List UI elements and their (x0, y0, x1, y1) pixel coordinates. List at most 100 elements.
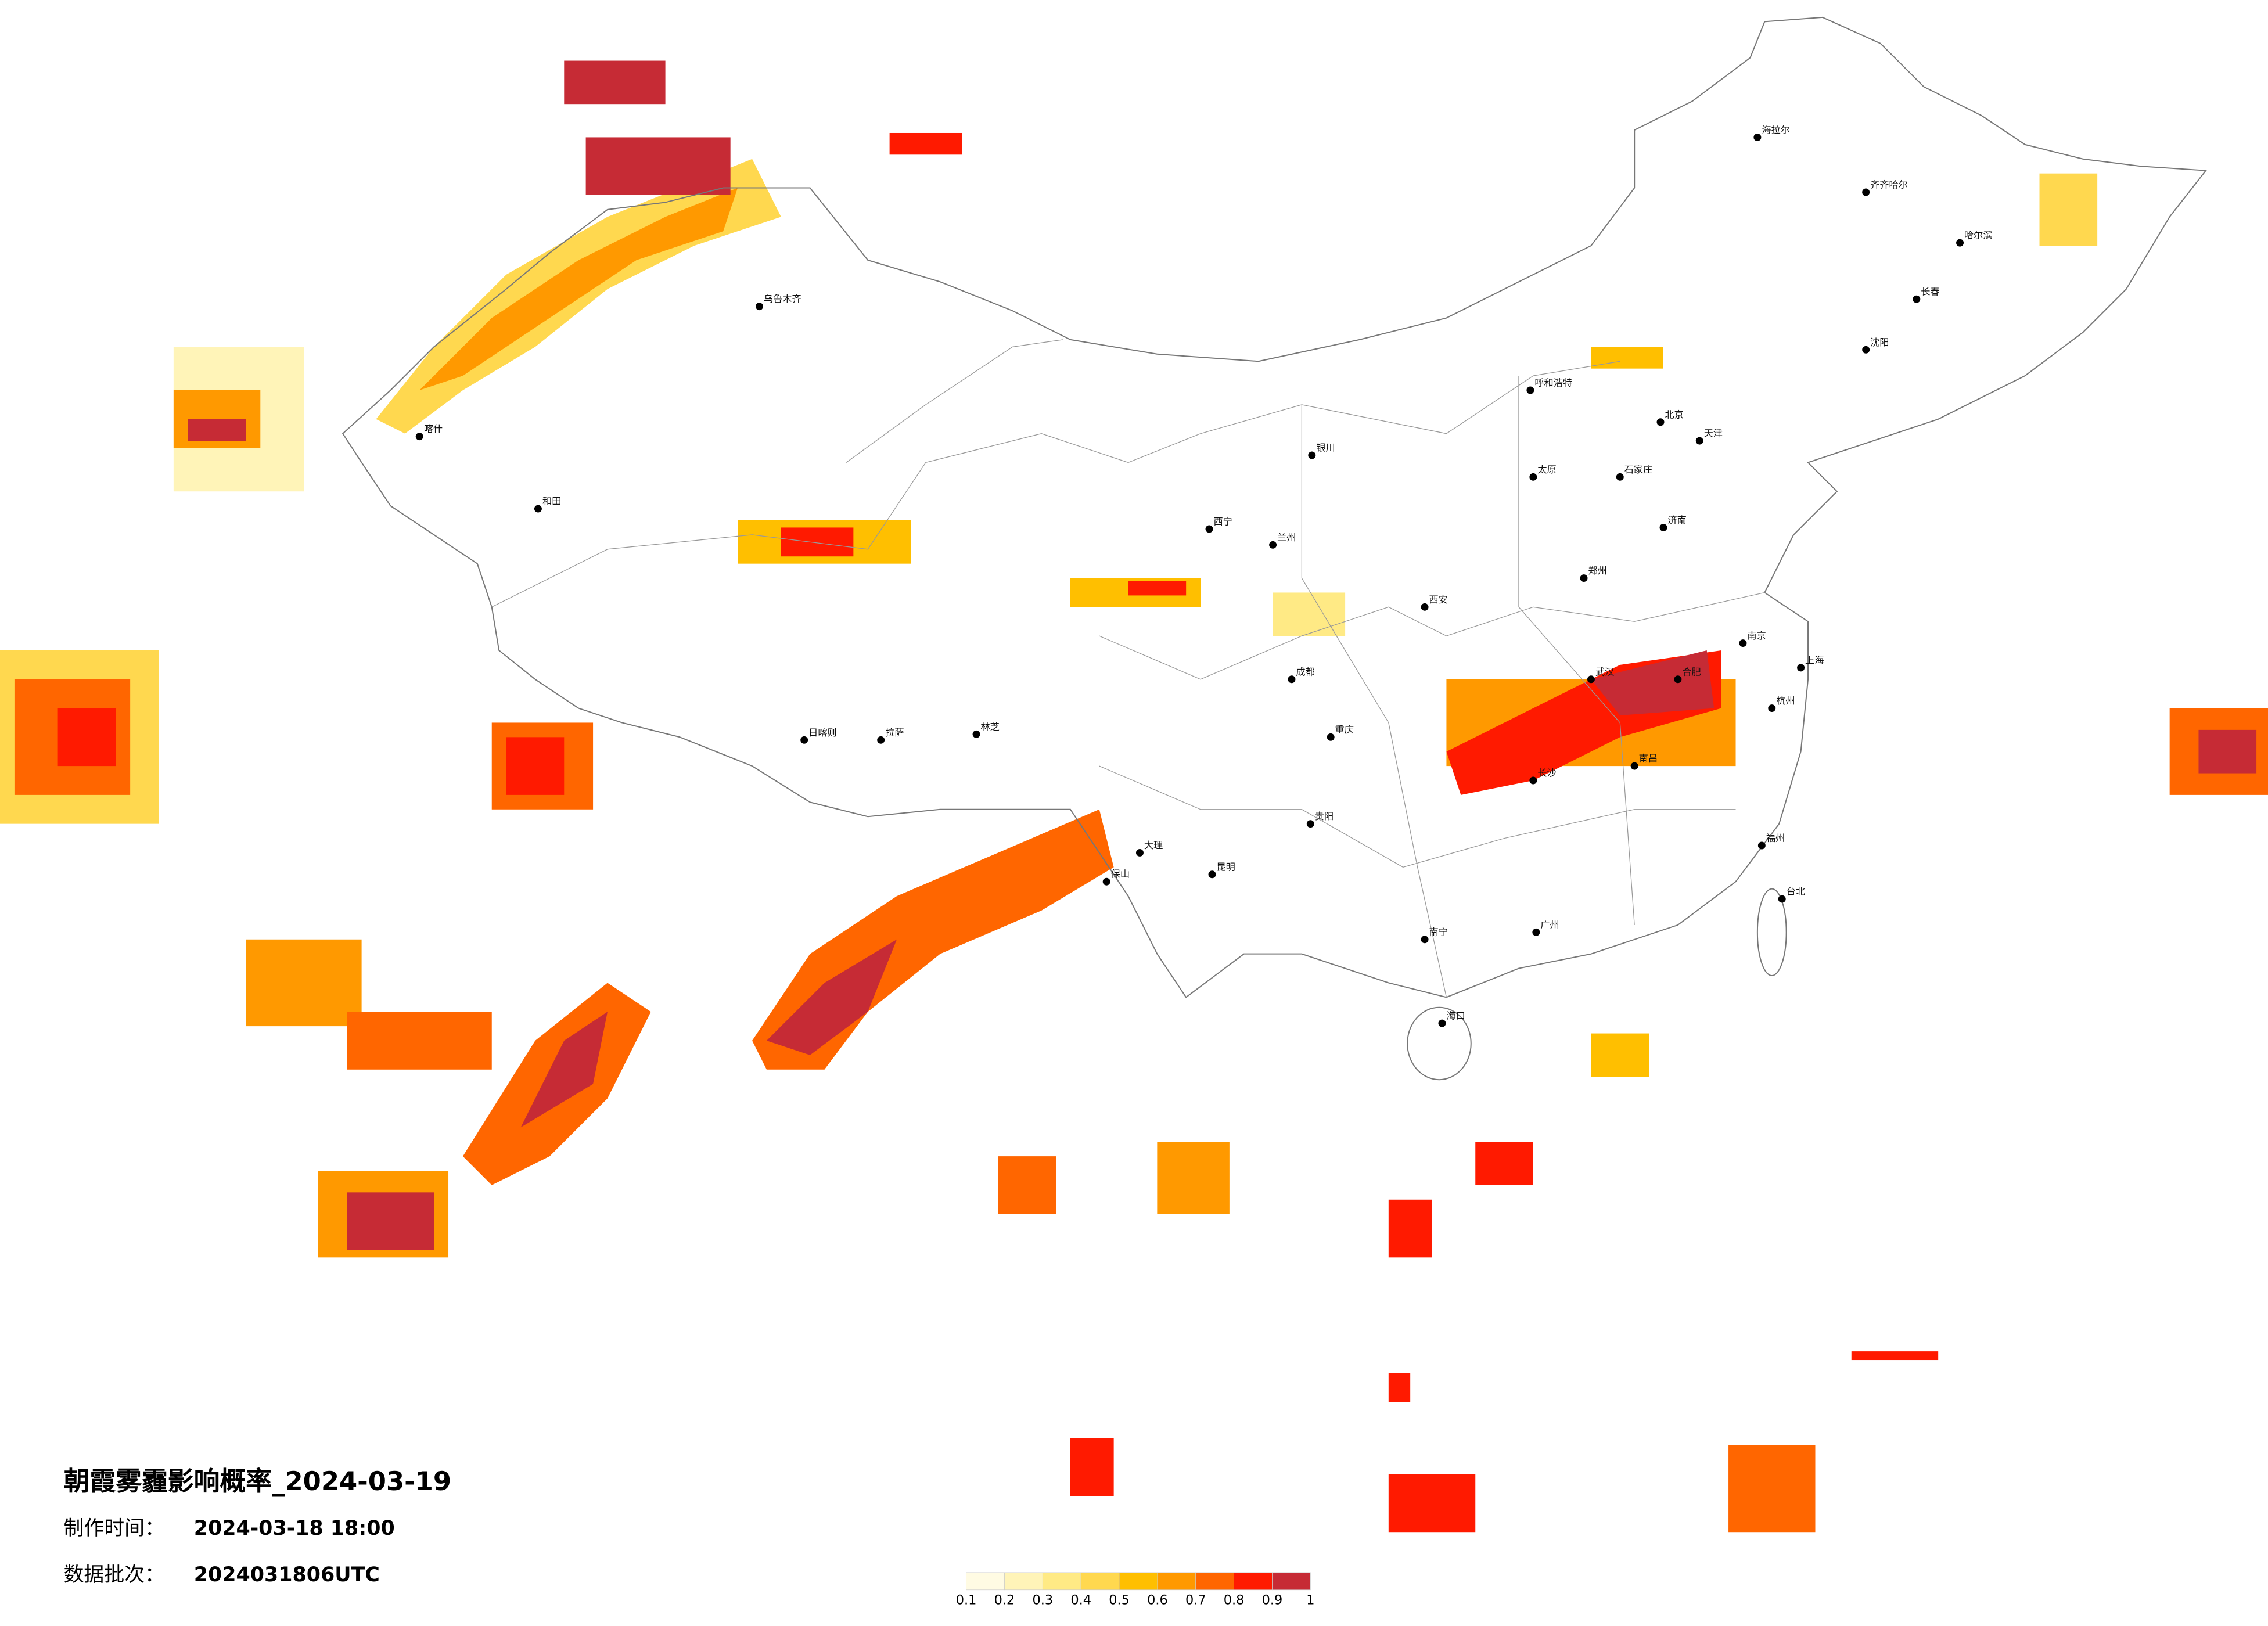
production-label: 制作时间： (64, 1517, 165, 1540)
city-label: 长春 (1921, 286, 1939, 297)
city-dot (1421, 603, 1429, 611)
city-dot (1674, 675, 1682, 684)
city-dot (1288, 675, 1296, 684)
city-label: 海口 (1446, 1010, 1465, 1021)
city-label: 林芝 (981, 721, 1000, 732)
city-label: 大理 (1144, 840, 1163, 851)
city-dot (1913, 295, 1921, 303)
colorbar-tick-label: 0.8 (1224, 1593, 1245, 1608)
city-dot (1205, 525, 1213, 533)
city-label: 和田 (542, 496, 561, 507)
colorbar: 0.1 0.2 0.3 0.4 0.5 0.6 0.7 0.8 0.9 1 (956, 1572, 1314, 1608)
city-label: 哈尔滨 (1964, 230, 1993, 241)
colorbar-tick-label: 0.9 (1262, 1593, 1283, 1608)
city-dot (1630, 762, 1638, 770)
city-dot (1208, 870, 1216, 879)
city-dot (1757, 841, 1766, 850)
city-label: 济南 (1667, 515, 1686, 526)
city-dot (877, 736, 885, 744)
city-dot (756, 303, 763, 311)
batch: 2024031806UTC (194, 1563, 380, 1587)
city-label: 广州 (1540, 919, 1559, 930)
city-label: 成都 (1296, 666, 1314, 677)
city-dot (1135, 848, 1144, 857)
colorbar-tick-label: 0.1 (956, 1593, 977, 1608)
city-dot (1778, 895, 1786, 903)
city-label: 兰州 (1277, 532, 1296, 543)
city-dot (1327, 733, 1335, 741)
colorbar-swatch (1119, 1572, 1158, 1591)
colorbar-tick-label: 0.7 (1185, 1593, 1206, 1608)
city-dot (415, 433, 423, 441)
colorbar-swatch (1042, 1572, 1081, 1591)
city-label: 合肥 (1682, 666, 1701, 677)
colorbar-tick-label: 0.3 (1033, 1593, 1054, 1608)
city-dot (1862, 346, 1870, 354)
city-label: 西宁 (1213, 516, 1232, 527)
city-label: 乌鲁木齐 (764, 293, 801, 304)
city-label: 银川 (1316, 443, 1335, 454)
city-dot (1306, 820, 1314, 828)
city-dot (1616, 473, 1624, 481)
city-dot (800, 736, 808, 744)
city-label: 北京 (1665, 409, 1683, 420)
province-borders (491, 339, 1765, 998)
city-label: 南宁 (1429, 926, 1448, 937)
city-dot (1529, 473, 1537, 481)
city-dot (1269, 541, 1277, 549)
colorbar-tick-label: 0.6 (1147, 1593, 1168, 1608)
city-label: 贵阳 (1315, 811, 1334, 822)
city-dot (1526, 386, 1534, 394)
colorbar-swatch (1272, 1572, 1311, 1591)
city-label: 日喀则 (808, 727, 837, 738)
city-dot (1739, 639, 1747, 647)
colorbar-swatch (1080, 1572, 1120, 1591)
city-label: 武汉 (1595, 666, 1614, 677)
city-dot (1529, 776, 1537, 785)
production-time: 2024-03-18 18:00 (194, 1517, 395, 1540)
colorbar-tick-label: 0.2 (994, 1593, 1015, 1608)
city-label: 拉萨 (885, 727, 904, 738)
city-dot (1753, 133, 1762, 141)
batch-label: 数据批次： (64, 1563, 165, 1587)
city-dot (1580, 574, 1588, 582)
city-dot (1421, 936, 1429, 944)
city-label: 齐齐哈尔 (1870, 179, 1908, 190)
city-label: 呼和浩特 (1534, 377, 1572, 388)
city-label: 保山 (1111, 869, 1130, 880)
city-dot (1956, 239, 1964, 247)
city-dot (534, 505, 542, 513)
city-dot (1797, 664, 1805, 672)
city-dot (1862, 188, 1870, 196)
hainan-border (1407, 1006, 1472, 1081)
city-dot (1102, 877, 1110, 886)
colorbar-swatch (1234, 1572, 1273, 1591)
probability-field (0, 60, 2268, 1533)
city-dot (1656, 418, 1665, 426)
city-label: 杭州 (1776, 695, 1795, 706)
city-label: 长沙 (1537, 768, 1556, 779)
taiwan-border (1756, 888, 1787, 976)
city-dot (1659, 523, 1667, 531)
city-dot (1308, 451, 1316, 459)
city-label: 天津 (1704, 428, 1723, 439)
city-label: 郑州 (1588, 565, 1606, 576)
city-label: 南京 (1747, 630, 1766, 641)
city-label: 重庆 (1335, 724, 1354, 735)
city-dot (1438, 1019, 1446, 1027)
city-label: 石家庄 (1624, 464, 1653, 475)
colorbar-tick-label: 0.4 (1070, 1593, 1091, 1608)
colorbar-swatch (1195, 1572, 1234, 1591)
colorbar-swatch (966, 1572, 1005, 1591)
city-label: 上海 (1805, 654, 1824, 665)
city-dot (1587, 675, 1595, 684)
city-dot (1695, 437, 1703, 445)
colorbar-tick-label: 1 (1306, 1593, 1314, 1608)
city-label: 西安 (1429, 594, 1448, 605)
city-label: 南昌 (1639, 753, 1658, 764)
city-label: 喀什 (424, 423, 443, 434)
colorbar-swatch (1004, 1572, 1043, 1591)
colorbar-swatch (1157, 1572, 1196, 1591)
map-title: 朝霞雾霾影响概率_2024-03-19 (64, 1466, 452, 1497)
